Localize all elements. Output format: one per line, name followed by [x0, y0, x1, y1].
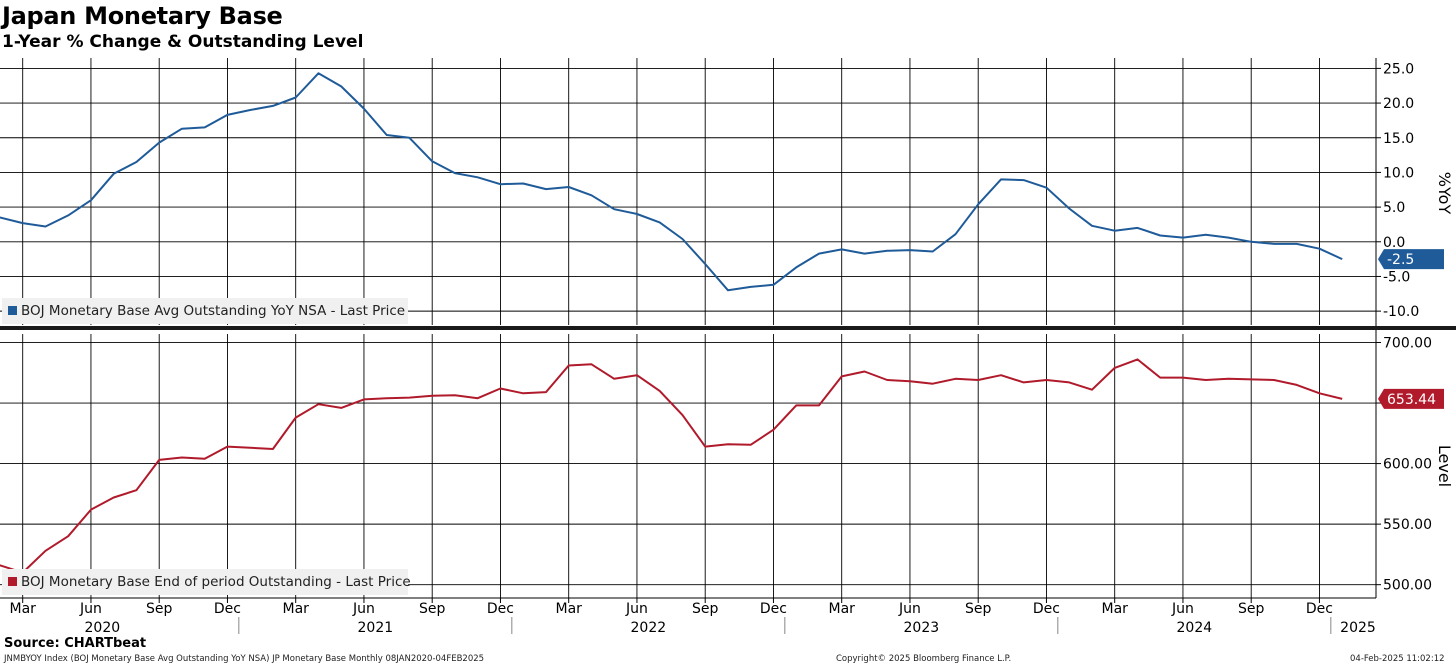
chart-title: Japan Monetary Base [2, 2, 283, 30]
x-tick-label-month: Sep [965, 601, 992, 617]
x-tick-label-year: 2021 [358, 620, 394, 636]
x-tick-label-year: 2025 [1340, 620, 1376, 636]
panel-separator [0, 326, 1456, 330]
y-tick-label-top: 10.0 [1383, 165, 1414, 181]
y-axis-label-bottom: Level [1435, 445, 1454, 487]
x-tick-label-month: Jun [1171, 601, 1194, 617]
y-tick-label-bottom: 500.00 [1383, 578, 1432, 594]
legend-top-label: BOJ Monetary Base Avg Outstanding YoY NS… [21, 303, 405, 319]
legend-bottom-swatch [8, 577, 17, 586]
timestamp: 04-Feb-2025 11:02:12 [1350, 654, 1445, 664]
grid-lines [0, 58, 1376, 598]
y-tick-label-top: -5.0 [1383, 269, 1410, 285]
x-tick-label-month: Sep [1238, 601, 1265, 617]
y-axis-label-top: %YoY [1435, 172, 1454, 215]
legend-bottom-label: BOJ Monetary Base End of period Outstand… [21, 574, 411, 590]
last-value-flag-top: -2.5 [1378, 249, 1444, 270]
legend-bottom-background [2, 569, 408, 595]
x-tick-label-year: 2023 [904, 620, 940, 636]
x-tick-label-month: Jun [79, 601, 102, 617]
y-tick-label-top: 25.0 [1383, 61, 1414, 77]
copyright-note: Copyright© 2025 Bloomberg Finance L.P. [836, 654, 1012, 664]
x-tick-label-month: Sep [146, 601, 173, 617]
y-tick-label-bottom: 700.00 [1383, 335, 1432, 351]
legend-top-background [2, 298, 408, 324]
legend-top: BOJ Monetary Base Avg Outstanding YoY NS… [2, 298, 408, 324]
last-value-flag-bottom-label: 653.44 [1387, 392, 1436, 408]
x-tick-label-month: Jun [625, 601, 648, 617]
x-tick-label-month: Jun [898, 601, 921, 617]
x-tick-label-month: Jun [352, 601, 375, 617]
x-tick-label-month: Dec [760, 601, 787, 617]
last-value-flag-top-label: -2.5 [1387, 252, 1414, 268]
x-tick-label-month: Mar [1101, 601, 1128, 617]
x-tick-label-year: 2022 [631, 620, 667, 636]
series-line-level [0, 358, 1343, 574]
x-tick-label-month: Dec [487, 601, 514, 617]
last-value-flag-bottom: 653.44 [1378, 388, 1444, 409]
chart-subtitle: 1-Year % Change & Outstanding Level [2, 32, 364, 52]
x-tick-label-month: Mar [555, 601, 582, 617]
y-tick-label-top: 20.0 [1383, 96, 1414, 112]
x-tick-label-month: Mar [828, 601, 855, 617]
x-tick-label-month: Mar [9, 601, 36, 617]
y-tick-label-bottom: 550.00 [1383, 517, 1432, 533]
legend-top-swatch [8, 306, 17, 315]
series-line-yoy [0, 72, 1343, 292]
ticker-description: JNMBYOY Index (BOJ Monetary Base Avg Out… [4, 654, 485, 664]
source-note: Source: CHARTbeat [4, 636, 147, 651]
x-tick-label-year: 2024 [1177, 620, 1213, 636]
y-tick-label-top: 15.0 [1383, 131, 1414, 147]
last-value-flag-bottom-shape [1378, 388, 1444, 409]
x-tick-label-month: Sep [692, 601, 719, 617]
last-value-flag-top-shape [1378, 249, 1444, 270]
y-tick-label-top: -10.0 [1383, 304, 1419, 320]
legend-bottom: BOJ Monetary Base End of period Outstand… [2, 569, 411, 595]
y-tick-label-top: 0.0 [1383, 235, 1405, 251]
series-lines [0, 72, 1343, 574]
axes: 25.020.015.010.05.00.0-5.0-10.0700.00650… [0, 58, 1456, 636]
x-tick-label-month: Dec [1033, 601, 1060, 617]
x-tick-label-month: Mar [282, 601, 309, 617]
x-tick-label-month: Dec [214, 601, 241, 617]
y-tick-label-top: 5.0 [1383, 200, 1405, 216]
y-tick-label-bottom: 600.00 [1383, 457, 1432, 473]
x-tick-label-year: 2020 [85, 620, 121, 636]
x-tick-label-month: Sep [419, 601, 446, 617]
x-tick-label-month: Dec [1306, 601, 1333, 617]
